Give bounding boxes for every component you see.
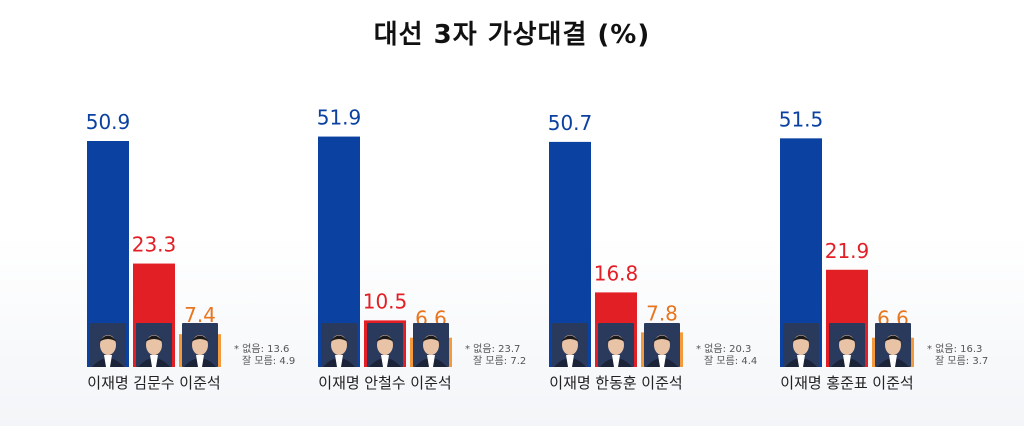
- portrait-icon: [829, 323, 865, 367]
- portrait-hair: [653, 335, 671, 342]
- note-none: * 없음: 13.6: [234, 342, 289, 355]
- portrait-hair: [422, 335, 440, 342]
- value-label-candidate-2: 16.8: [594, 261, 639, 285]
- portrait-face: [377, 335, 393, 355]
- portrait-shirt: [104, 355, 112, 367]
- portrait-shirt: [843, 355, 851, 367]
- chart-title: 대선 3자 가상대결 (%): [373, 20, 651, 50]
- note-none: * 없음: 23.7: [465, 342, 520, 355]
- portrait-face: [885, 335, 901, 355]
- candidate-name-candidate-3: 이준석: [179, 374, 220, 392]
- portrait-hair: [145, 335, 163, 342]
- portrait-icon: [321, 323, 357, 367]
- portrait-icon: [552, 323, 588, 367]
- portrait-hair: [607, 335, 625, 342]
- value-label-candidate-1: 51.9: [317, 106, 362, 130]
- candidate-name-candidate-2: 홍준표: [826, 374, 868, 392]
- portrait-hair: [792, 335, 810, 342]
- portrait-shirt: [889, 355, 897, 367]
- candidate-name-candidate-1: 이재명: [549, 374, 590, 392]
- portrait-face: [146, 335, 162, 355]
- candidate-name-candidate-3: 이준석: [641, 374, 682, 392]
- portrait-hair: [191, 335, 209, 342]
- portrait-icon: [182, 323, 218, 367]
- value-label-candidate-1: 50.7: [548, 111, 593, 135]
- value-label-candidate-2: 23.3: [132, 233, 177, 257]
- note-none: * 없음: 20.3: [696, 342, 751, 355]
- portrait-shirt: [566, 355, 574, 367]
- candidate-name-candidate-1: 이재명: [318, 374, 359, 392]
- portrait-icon: [598, 323, 634, 367]
- candidate-name-candidate-3: 이준석: [872, 374, 913, 392]
- matchup-group: 50.7 이재명 16.8 한동훈 7.8 이준석 * 없음: 20.3잘 모름: 4.4: [548, 111, 758, 392]
- portrait-hair: [99, 335, 117, 342]
- portrait-face: [331, 335, 347, 355]
- portrait-face: [793, 335, 809, 355]
- portrait-hair: [561, 335, 579, 342]
- portrait-face: [100, 335, 116, 355]
- portrait-icon: [90, 323, 126, 367]
- portrait-icon: [367, 323, 403, 367]
- candidate-name-candidate-2: 안철수: [364, 374, 405, 392]
- candidate-name-candidate-2: 김문수: [133, 374, 174, 392]
- candidate-name-candidate-3: 이준석: [410, 374, 451, 392]
- value-label-candidate-2: 10.5: [363, 289, 408, 313]
- portrait-face: [423, 335, 439, 355]
- portrait-shirt: [196, 355, 204, 367]
- portrait-icon: [413, 323, 449, 367]
- candidate-name-candidate-2: 한동훈: [595, 374, 636, 392]
- note-unsure: 잘 모름: 4.4: [704, 355, 757, 367]
- portrait-shirt: [381, 355, 389, 367]
- portrait-shirt: [658, 355, 666, 367]
- value-label-candidate-2: 21.9: [825, 239, 870, 263]
- portrait-face: [192, 335, 208, 355]
- portrait-shirt: [612, 355, 620, 367]
- portrait-hair: [884, 335, 902, 342]
- portrait-icon: [783, 323, 819, 367]
- candidate-name-candidate-1: 이재명: [780, 374, 821, 392]
- portrait-face: [654, 335, 670, 355]
- value-label-candidate-3: 7.8: [646, 301, 678, 325]
- portrait-shirt: [335, 355, 343, 367]
- note-unsure: 잘 모름: 4.9: [242, 355, 295, 367]
- candidate-name-candidate-1: 이재명: [87, 374, 128, 392]
- value-label-candidate-1: 51.5: [779, 107, 824, 131]
- portrait-hair: [330, 335, 348, 342]
- portrait-face: [839, 335, 855, 355]
- note-unsure: 잘 모름: 7.2: [473, 355, 526, 367]
- portrait-icon: [644, 323, 680, 367]
- value-label-candidate-1: 50.9: [86, 110, 131, 134]
- portrait-hair: [376, 335, 394, 342]
- note-none: * 없음: 16.3: [927, 342, 982, 355]
- portrait-face: [562, 335, 578, 355]
- portrait-shirt: [150, 355, 158, 367]
- portrait-icon: [136, 323, 172, 367]
- note-unsure: 잘 모름: 3.7: [935, 355, 988, 367]
- portrait-hair: [838, 335, 856, 342]
- portrait-icon: [875, 323, 911, 367]
- portrait-shirt: [797, 355, 805, 367]
- portrait-face: [608, 335, 624, 355]
- portrait-shirt: [427, 355, 435, 367]
